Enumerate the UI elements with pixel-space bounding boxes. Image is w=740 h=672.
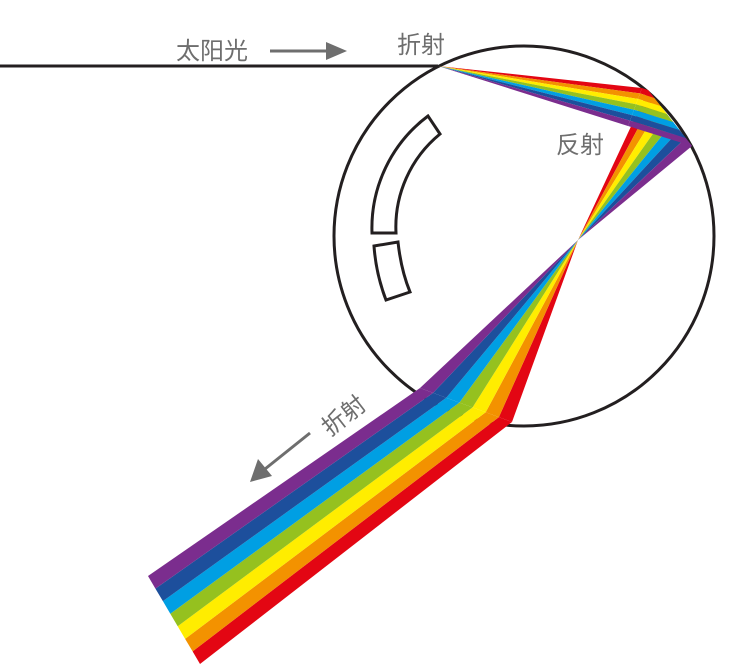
exit-fan-band-5	[433, 240, 578, 398]
reflected-band-4	[578, 122, 680, 240]
reflected-band-5	[578, 130, 686, 240]
outgoing-band-5	[155, 392, 447, 602]
sunlight-arrow	[270, 42, 347, 60]
outgoing-band-4	[162, 397, 460, 614]
incoming-band-1	[438, 66, 640, 99]
incoming-band-3	[438, 66, 636, 110]
rim-band-4	[632, 109, 680, 130]
exit-fan-band-6	[420, 240, 578, 393]
label-reflection: 反射	[556, 131, 604, 159]
label-refraction-in: 折射	[397, 31, 445, 59]
incoming-band-6	[438, 66, 630, 126]
exit-fan-band-2	[472, 240, 578, 413]
incoming-band-5	[438, 66, 632, 121]
reflected-band-1	[578, 98, 661, 240]
outgoing-band-2	[177, 407, 486, 639]
incoming-band-0	[438, 66, 642, 94]
exit-fan-band-4	[446, 240, 578, 403]
reflected-band-6	[578, 138, 692, 240]
exit-fan-band-0	[498, 240, 578, 422]
outgoing-band-1	[185, 412, 499, 652]
label-sunlight: 太阳光	[176, 37, 248, 65]
incoming-band-4	[438, 66, 634, 116]
outgoing-band-3	[170, 402, 473, 627]
exit-fan-band-1	[485, 240, 578, 418]
rim-band-3	[634, 104, 674, 122]
reflected-band-2	[578, 106, 667, 240]
water-droplet	[332, 44, 716, 428]
droplet-highlight-arc	[370, 113, 443, 235]
outgoing-band-6	[148, 388, 434, 589]
rim-band-5	[630, 115, 686, 138]
incoming-band-2	[438, 66, 638, 105]
outgoing-arrow	[250, 431, 311, 482]
outgoing-band-0	[192, 417, 512, 664]
rim-band-6	[628, 120, 692, 146]
exit-fan-band-3	[459, 240, 578, 408]
reflected-band-3	[578, 114, 674, 240]
droplet-highlight-small	[372, 240, 412, 302]
spectrum-bands	[148, 66, 692, 664]
